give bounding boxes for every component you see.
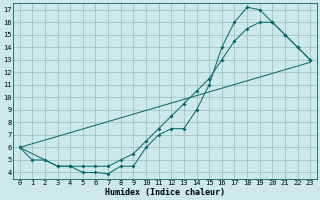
X-axis label: Humidex (Indice chaleur): Humidex (Indice chaleur) bbox=[105, 188, 225, 197]
